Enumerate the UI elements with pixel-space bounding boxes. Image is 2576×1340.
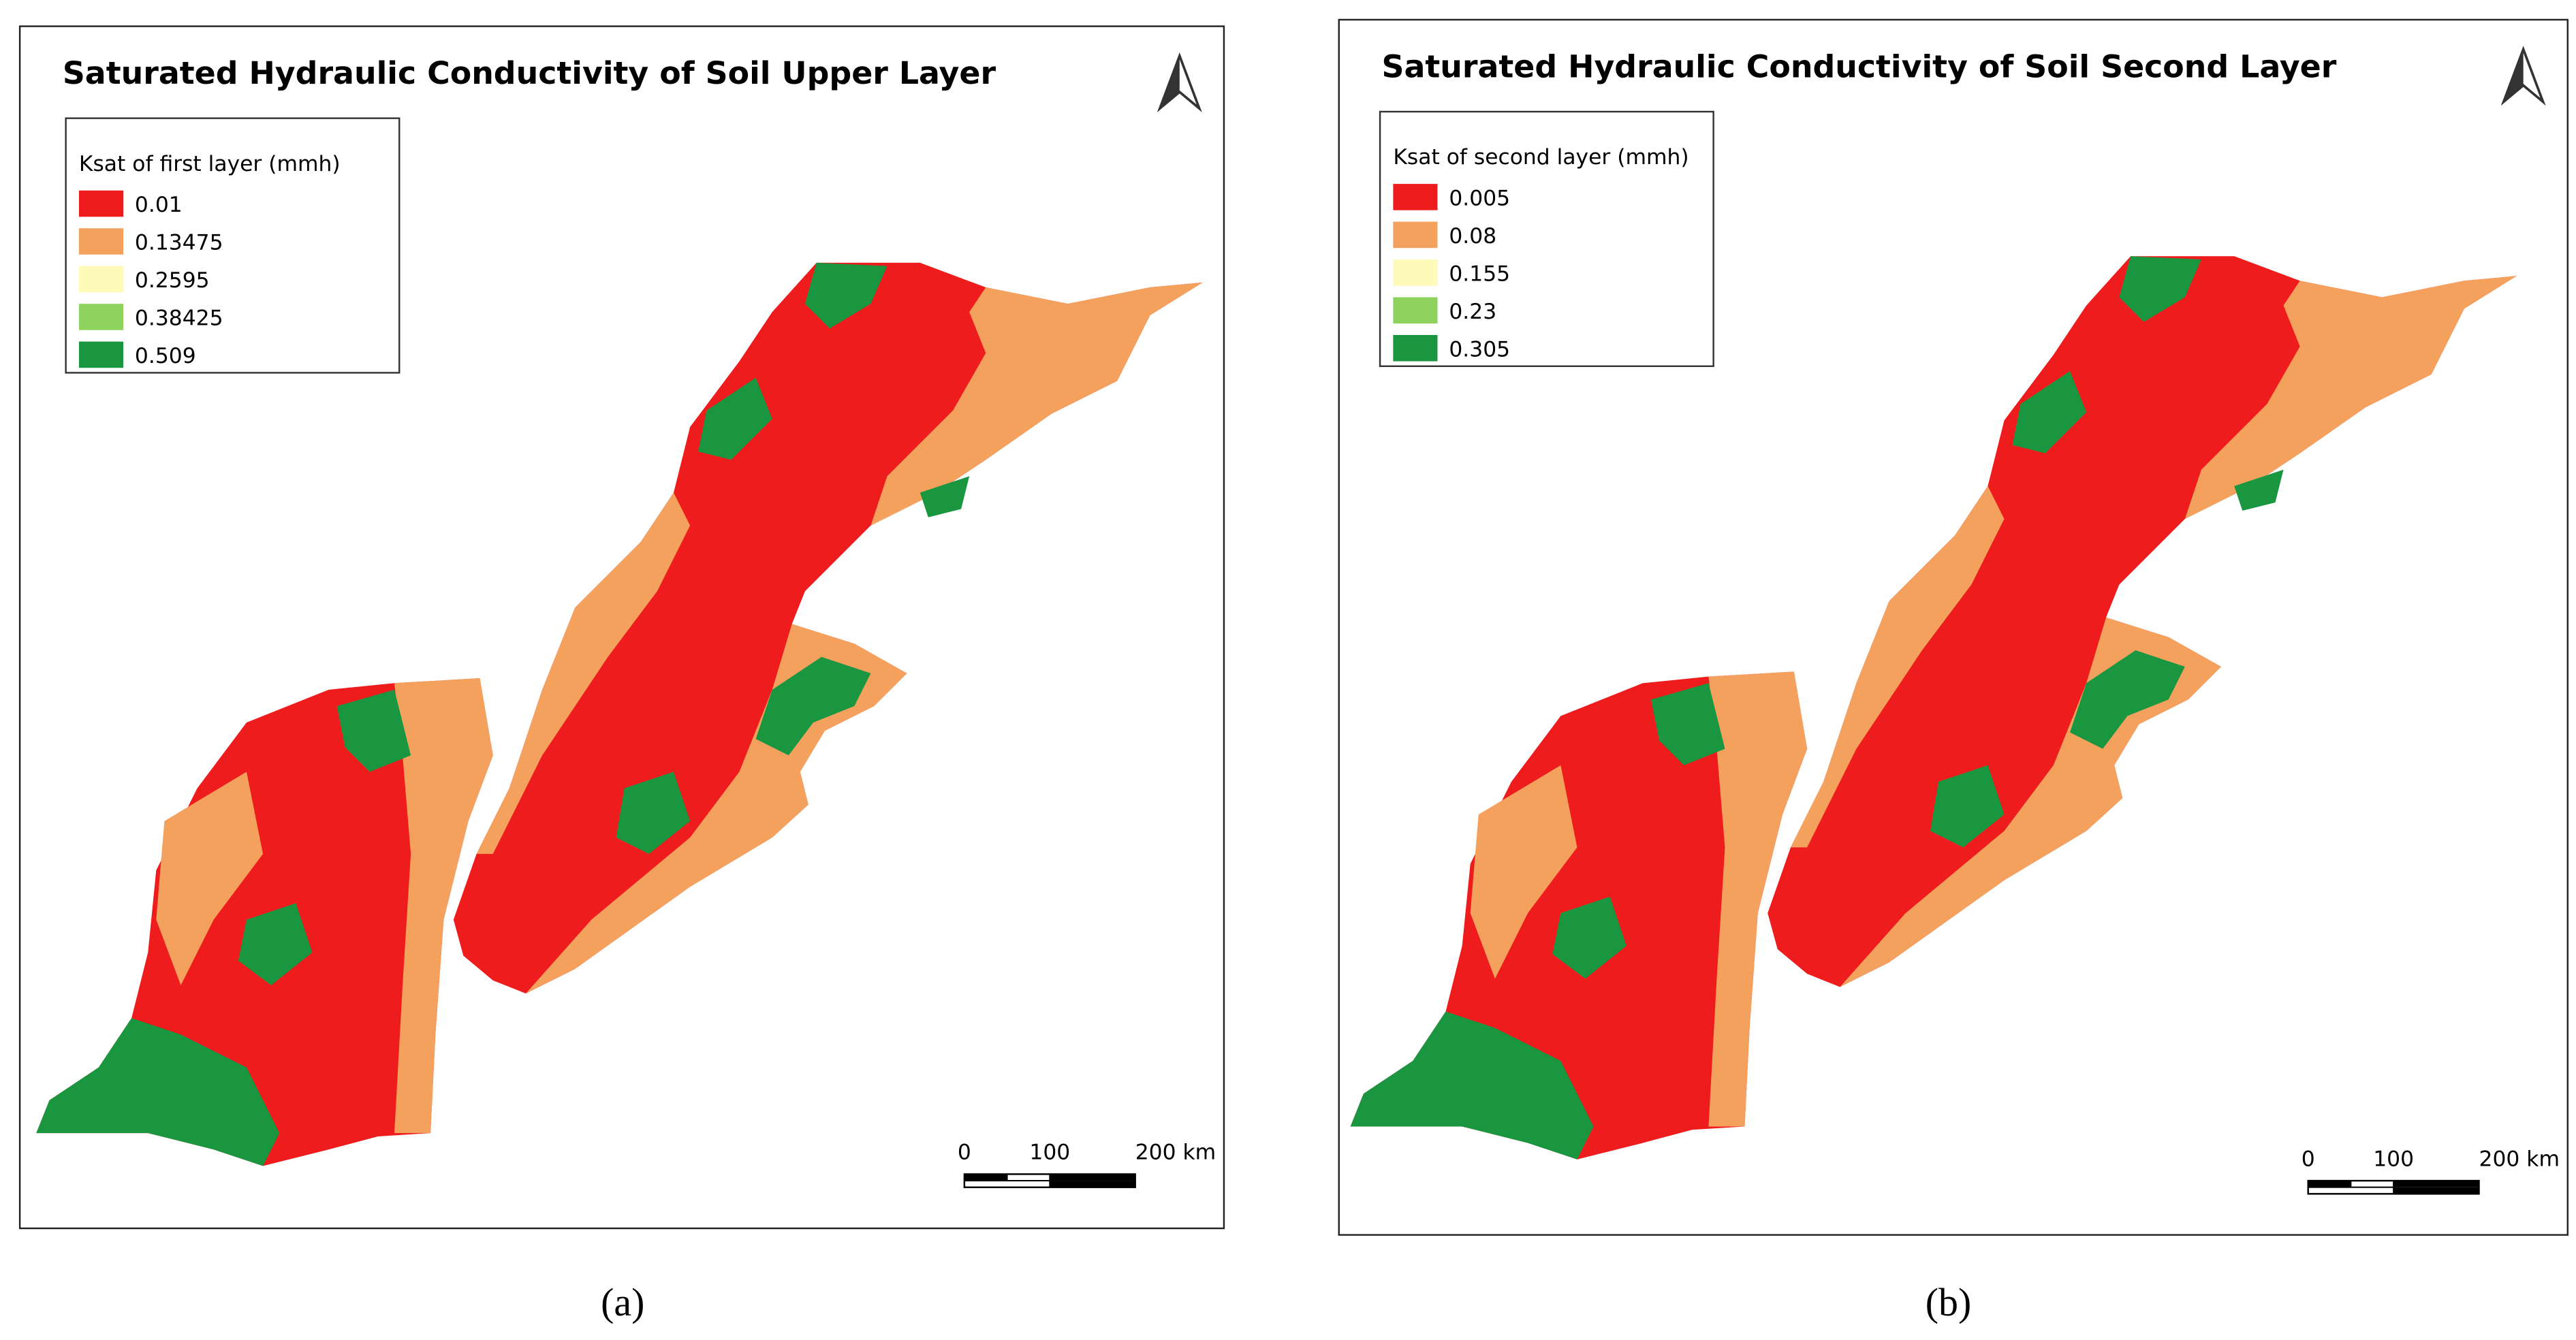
legend-label: 0.13475 xyxy=(135,231,223,255)
legend-swatch xyxy=(78,341,124,368)
panel-caption: (b) xyxy=(1926,1280,1971,1324)
legend-label: 0.305 xyxy=(1449,337,1510,362)
scale-bar-seg xyxy=(963,1180,1051,1188)
map-panel: Saturated Hydraulic Conductivity of Soil… xyxy=(1338,18,2569,1236)
scale-bar-seg xyxy=(2308,1181,2351,1187)
legend-swatch xyxy=(78,190,124,217)
legend-label: 0.23 xyxy=(1449,300,1496,324)
map-title: Saturated Hydraulic Conductivity of Soil… xyxy=(63,54,996,91)
scale-bar-label: 100 xyxy=(1029,1140,1070,1165)
scale-bar-label: 200 km xyxy=(2479,1147,2560,1171)
panel-caption: (a) xyxy=(601,1280,644,1324)
scale-bar-seg xyxy=(2350,1180,2395,1188)
scale-bar-frame xyxy=(963,1173,1136,1188)
legend-swatch xyxy=(1393,335,1438,362)
map-panel: Saturated Hydraulic Conductivity of Soil… xyxy=(18,25,1225,1230)
legend-swatch xyxy=(1393,221,1438,249)
legend-label: 0.155 xyxy=(1449,261,1510,286)
scale-bar-label: 0 xyxy=(2302,1147,2315,1171)
legend-label: 0.005 xyxy=(1449,186,1510,210)
scale-bar-seg xyxy=(2307,1186,2395,1195)
scale-bar-label: 100 xyxy=(2373,1147,2414,1171)
legend-label: 0.2595 xyxy=(135,268,210,293)
map-title: Saturated Hydraulic Conductivity of Soil… xyxy=(1381,48,2336,84)
legend-title: Ksat of second layer (mmh) xyxy=(1393,145,1688,170)
legend-swatch xyxy=(1393,259,1438,286)
scale-bar-label: 0 xyxy=(958,1140,971,1165)
scale-bar-seg xyxy=(2393,1181,2479,1187)
scale-bar-seg xyxy=(964,1174,1007,1181)
legend-title: Ksat of first layer (mmh) xyxy=(79,152,341,176)
scale-bar-frame xyxy=(2307,1179,2480,1195)
legend-box xyxy=(65,117,400,374)
scale-bar-seg xyxy=(1006,1173,1051,1182)
legend-swatch xyxy=(78,228,124,255)
legend-label: 0.38425 xyxy=(135,306,223,331)
legend-label: 0.509 xyxy=(135,344,196,368)
legend-label: 0.08 xyxy=(1449,224,1496,249)
scale-bar-label: 200 km xyxy=(1135,1140,1216,1165)
legend-swatch xyxy=(78,304,124,330)
legend-swatch xyxy=(78,266,124,293)
scale-bar-seg xyxy=(1050,1181,1135,1187)
scale-bar-seg xyxy=(1050,1174,1135,1181)
legend-swatch xyxy=(1393,184,1438,210)
scale-bar-seg xyxy=(2393,1187,2479,1194)
legend-label: 0.01 xyxy=(135,193,183,217)
legend-swatch xyxy=(1393,297,1438,324)
